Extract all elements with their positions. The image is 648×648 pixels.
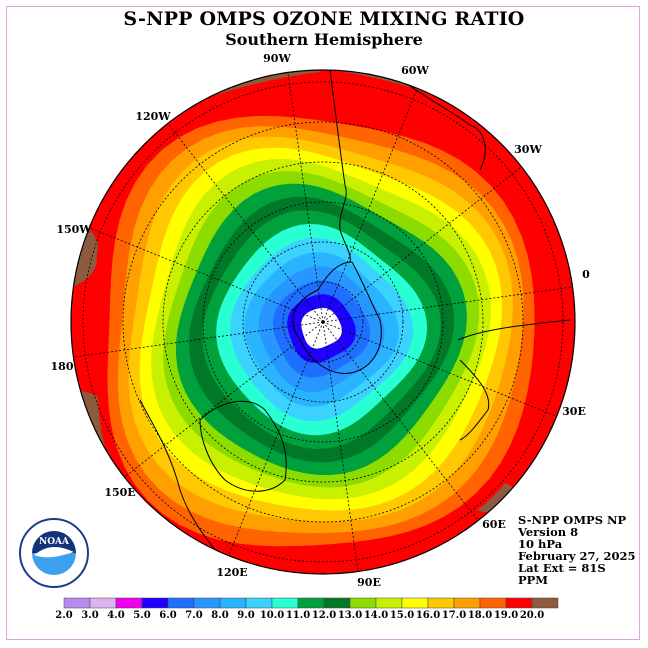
colorbar-label: 17.0 (442, 610, 466, 621)
longitude-label: 60E (482, 518, 506, 531)
africa-outline (457, 319, 571, 441)
noaa-logo-text: NOAA (39, 537, 70, 547)
colorbar-swatch (219, 597, 247, 609)
colorbar-swatch (297, 597, 325, 609)
latitude-circle (162, 161, 484, 483)
south-america-outline (329, 70, 351, 263)
info-units: PPM (518, 573, 549, 587)
longitude-labels: 90W 60W 30W 0 30E 60E 90E 120E 150E 180 150W 120W (51, 52, 591, 589)
colorbar-swatch (141, 597, 169, 609)
meridian-line (124, 321, 324, 478)
colorbar-swatch (453, 597, 481, 609)
info-date: February 27, 2025 (518, 549, 636, 563)
info-lat-ext: Lat Ext = 81S (518, 561, 606, 575)
colorbar-label: 3.0 (81, 610, 98, 621)
map-boundary (70, 69, 576, 575)
colorbar-label: 11.0 (286, 610, 310, 621)
longitude-label: 150E (104, 486, 135, 499)
colorbar-swatch (167, 597, 195, 609)
colorbar-label: 12.0 (312, 610, 336, 621)
latitude-circle (122, 121, 524, 523)
meridian-line (73, 321, 324, 358)
colorbar-swatch (323, 597, 351, 609)
noaa-logo-upper (32, 531, 76, 553)
latitude-circle (202, 201, 444, 443)
meridian-line (287, 72, 324, 323)
meridian-line (167, 123, 324, 323)
colorbar-label: 15.0 (390, 610, 414, 621)
colorbar-label: 19.0 (494, 610, 518, 621)
colorbar-swatch (401, 597, 429, 609)
colorbar: 2.0 3.0 4.0 5.0 6.0 7.0 8.0 9.0 10.0 11.0 12.0 13.0… (55, 597, 559, 621)
meridian-line (322, 166, 522, 323)
colorbar-label: 5.0 (133, 610, 150, 621)
australia-outline (199, 400, 287, 492)
colorbar-swatch (63, 597, 91, 609)
info-level: 10 hPa (518, 537, 563, 551)
noaa-logo-lower (32, 553, 76, 575)
longitude-label: 120W (135, 110, 171, 123)
colorbar-swatch (531, 597, 559, 609)
longitude-label: 0 (582, 268, 590, 281)
colorbar-label: 6.0 (159, 610, 176, 621)
map-body (71, 70, 575, 574)
meridian-line (322, 321, 359, 572)
colorbar-label: 2.0 (55, 610, 72, 621)
colorbar-label: 16.0 (416, 610, 440, 621)
longitude-label: 180 (51, 360, 74, 373)
continent-outlines (139, 70, 571, 574)
ozone-ring (301, 307, 342, 349)
info-version: Version 8 (518, 525, 579, 539)
longitude-label: 120E (216, 566, 247, 579)
longitude-label: 60W (401, 64, 429, 77)
noaa-logo: NOAA (19, 518, 89, 588)
meridian-line (322, 286, 573, 323)
map-title: S-NPP OMPS OZONE MIXING RATIO (123, 8, 525, 30)
antarctica-outline (292, 261, 382, 374)
meridian-line (322, 321, 479, 521)
map-subtitle: Southern Hemisphere (225, 30, 423, 49)
colorbar-label: 4.0 (107, 610, 124, 621)
latitude-circle (242, 241, 404, 403)
graticule (73, 72, 573, 572)
colorbar-label: 20.0 (520, 610, 544, 621)
colorbar-swatch (349, 597, 377, 609)
colorbar-swatch (375, 597, 403, 609)
colorbar-swatch (505, 597, 533, 609)
noaa-logo-bird (34, 546, 74, 558)
longitude-label: 90W (263, 52, 291, 65)
longitude-label: 30W (514, 143, 542, 156)
colorbar-swatch (271, 597, 299, 609)
colorbar-swatch (115, 597, 143, 609)
colorbar-swatch (245, 597, 273, 609)
info-panel: S-NPP OMPS NP Version 8 10 hPa February … (518, 514, 636, 586)
colorbar-swatch (89, 597, 117, 609)
colorbar-label: 10.0 (260, 610, 284, 621)
latitude-circle (82, 81, 564, 563)
colorbar-label: 7.0 (185, 610, 202, 621)
colorbar-label: 9.0 (237, 610, 254, 621)
colorbar-swatch (479, 597, 507, 609)
colorbar-label: 18.0 (468, 610, 492, 621)
ozone-contour-rings (95, 105, 548, 562)
colorbar-swatch (193, 597, 221, 609)
figure-frame (6, 6, 640, 640)
info-instrument: S-NPP OMPS NP (518, 513, 627, 527)
colorbar-label: 13.0 (338, 610, 362, 621)
south-america-east-coast (394, 74, 486, 171)
colorbar-label: 14.0 (364, 610, 388, 621)
longitude-label: 90E (357, 576, 381, 589)
longitude-label: 150W (56, 223, 92, 236)
colorbar-label: 8.0 (211, 610, 228, 621)
longitude-label: 30E (562, 405, 586, 418)
latitude-circle (282, 281, 364, 363)
colorbar-swatch (427, 597, 455, 609)
